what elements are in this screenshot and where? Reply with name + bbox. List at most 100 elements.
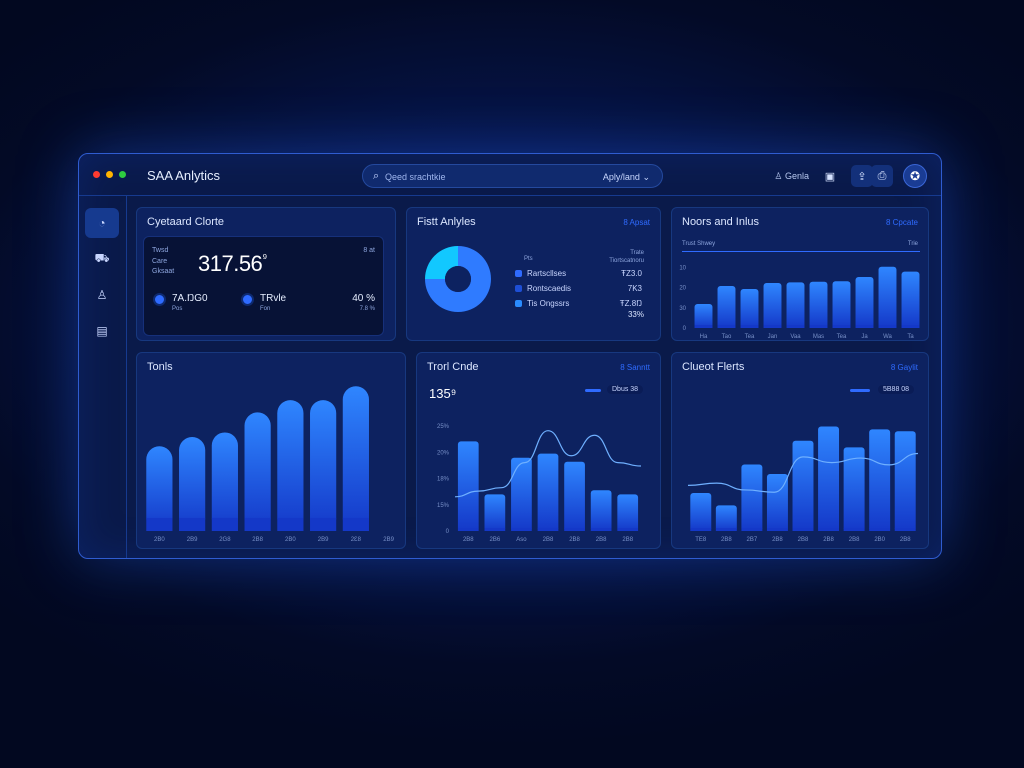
pie-slice-1[interactable] [425,246,458,279]
stat-3: 40 % [352,293,375,304]
x-tick-label: Ta [907,334,914,340]
legend-color [515,300,522,307]
minimize-button[interactable] [106,171,113,178]
bar-base [869,528,891,531]
bar[interactable] [901,271,920,328]
bar-base [792,528,814,531]
close-button[interactable] [93,171,100,178]
bar-base [617,528,639,531]
bar-base [894,528,916,531]
bar-base [717,325,736,328]
search-input[interactable]: ⌕ Qeed srachtkie Aply/land ⌄ [362,164,663,188]
bar[interactable] [310,400,337,531]
bar-base [786,325,805,328]
gauge-icon: ◔ [98,216,106,230]
toolbar-right: ♙ Genla ▣ ⇪ ⎙ ✪ [774,164,927,188]
bar[interactable] [894,431,916,531]
bar[interactable] [766,474,788,531]
bar[interactable] [690,493,712,531]
bus-icon: ⛟ [94,251,110,265]
sidebar-item-dashboard[interactable]: ◔ [85,208,119,238]
legend-label: Tis Ongssrs [527,299,570,308]
bar[interactable] [869,429,891,531]
filter-dropdown[interactable]: Aply/land ⌄ [603,172,650,183]
bar[interactable] [832,281,851,328]
panel-title: Cyetaard Clorte [147,216,225,228]
y-tick-label: 10 [679,265,686,271]
bar[interactable] [457,441,479,531]
bar-chart-trends: Ha Tao Tea Jan Vaa Mas Tea Ja Wa Ta 0 30 20 10 [679,265,920,340]
bar-base [179,517,206,531]
bar[interactable] [146,446,173,531]
y-tick-label: 25% [437,424,450,430]
panel-link[interactable]: 8 Sanntt [620,363,650,372]
bar[interactable] [537,453,559,531]
bar[interactable] [564,461,585,531]
bar[interactable] [818,426,840,532]
x-tick-label: 2B8 [772,537,783,543]
x-tick-label: 2B8 [543,537,554,543]
bar[interactable] [179,437,206,531]
bookmark-icon[interactable]: ⎙ [871,165,893,187]
search-placeholder: Qeed srachtkie [385,172,446,182]
corner-label: 8 at [363,247,375,254]
bar-base [484,528,506,531]
x-tick-label: 2B8 [463,537,474,543]
sidebar-item-bus[interactable]: ⛟ [85,244,119,274]
bar[interactable] [763,283,782,328]
legend-color [515,285,522,292]
panel-link[interactable]: 8 Cpcate [885,218,918,227]
pie-slice-0[interactable] [425,246,491,312]
col-a: Pts [524,256,533,262]
globe-icon[interactable]: ✪ [903,164,927,188]
bar[interactable] [617,494,639,531]
user-menu[interactable]: ♙ Genla [774,171,809,182]
bar[interactable] [741,464,763,532]
bar[interactable] [740,289,759,328]
bar[interactable] [244,412,271,531]
bar[interactable] [878,266,897,328]
bar[interactable] [715,505,737,531]
bar[interactable] [590,490,612,531]
share-icon[interactable]: ⇪ [851,165,873,187]
x-tick-label: Aso [516,537,527,543]
app-title: SAA Anlytics [147,168,220,183]
panel-link[interactable]: 8 Gaylit [890,363,918,372]
bar-base [832,325,851,328]
panel-title: Clueot Flerts [682,361,745,373]
bar[interactable] [694,304,713,328]
bar[interactable] [484,494,506,531]
bar[interactable] [277,400,304,531]
x-tick-label: 2B9 [383,537,394,543]
pie-chart [425,246,491,312]
maximize-button[interactable] [119,171,126,178]
bar[interactable] [855,277,874,328]
y-tick-label: 20% [437,450,450,456]
bar[interactable] [786,282,805,328]
bar[interactable] [792,440,814,531]
y-tick-label: 30 [679,306,686,312]
panel-title: Noors and Inlus [682,216,760,228]
big-value-badge: ⁹ [262,251,267,265]
y-tick-label: 0 [683,326,687,332]
bar-base [537,528,559,531]
panel-analytics: Fistt Anlyles 8 Apsat Pts Trate Tiortsca… [406,207,661,341]
legend-value: 7K3 [627,284,642,293]
panel-summary: Cyetaard Clorte Twsd Care Gksaat 317.56⁹… [136,207,396,341]
calendar-icon[interactable]: ▣ [824,170,836,183]
user-icon: ♙ [96,288,108,302]
sidebar-item-reports[interactable]: ▤ [85,316,119,346]
bar[interactable] [511,457,532,531]
bar[interactable] [843,447,865,531]
legend-pill: 5B88 08 [878,385,915,394]
bar[interactable] [717,286,736,328]
bar-base [855,325,874,328]
bar[interactable] [342,386,369,531]
sidebar-item-users[interactable]: ♙ [85,280,119,310]
bar[interactable] [809,281,828,328]
bar[interactable] [211,432,238,531]
label-b: Care [152,258,168,265]
x-tick-label: Jan [768,334,778,340]
sidebar: ◔ ⛟ ♙ ▤ [79,196,127,558]
panel-link[interactable]: 8 Apsat [623,218,650,227]
